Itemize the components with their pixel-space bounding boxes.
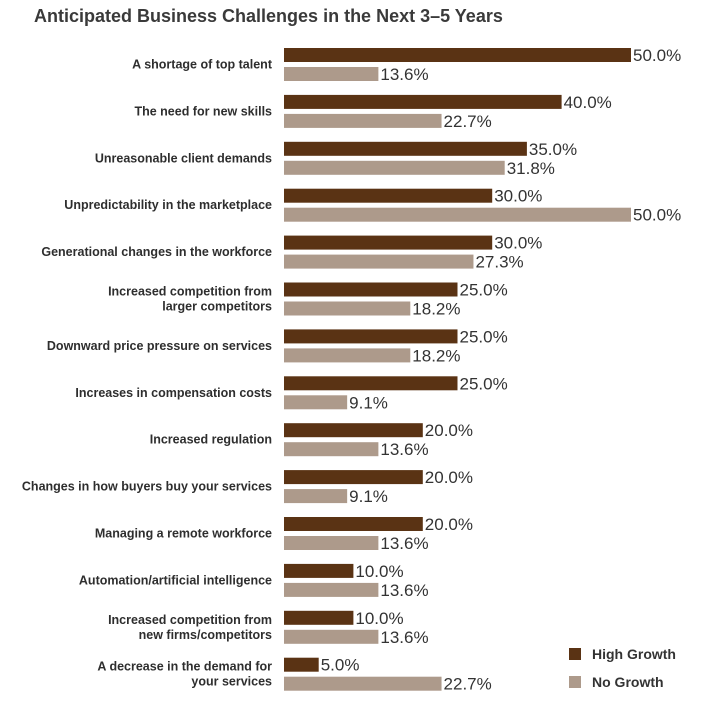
data-label: 50.0% [633,206,681,225]
data-label: 27.3% [475,253,523,272]
legend-label: No Growth [592,674,664,690]
bar-high-growth [284,376,458,391]
category-label: Increased regulation [150,433,272,447]
category-label: Unreasonable client demands [95,151,272,165]
legend-label: High Growth [592,646,676,662]
category-label-line: your services [191,675,272,689]
data-label: 10.0% [355,609,403,628]
bar-no-growth [284,629,379,644]
data-label: 18.2% [412,346,460,365]
category-label-line: Increases in compensation costs [75,386,272,400]
bar-high-growth [284,282,458,297]
bar-no-growth [284,676,442,691]
data-label: 20.0% [425,421,473,440]
bars-group: A shortage of top talent 50.0% 13.6% The ne… [22,46,681,694]
category-label: Increases in compensation costs [75,386,272,400]
data-label: 40.0% [564,93,612,112]
data-label: 31.8% [507,159,555,178]
bar-high-growth [284,563,354,578]
bar-no-growth [284,254,474,269]
category-label-line: Unpredictability in the marketplace [64,198,272,212]
category-label: Managing a remote workforce [95,527,272,541]
category-label-line: Increased competition from [108,613,272,627]
category-label-line: Generational changes in the workforce [41,245,272,259]
category-label-line: The need for new skills [134,104,272,118]
category-label-line: Changes in how buyers buy your services [22,480,272,494]
category-label-line: A shortage of top talent [132,58,273,72]
bar-high-growth [284,423,423,438]
bar-high-growth [284,94,562,109]
bar-no-growth [284,582,379,597]
data-label: 35.0% [529,140,577,159]
bar-no-growth [284,442,379,457]
category-label-line: new firms/competitors [139,628,272,642]
legend: High Growth No Growth [569,646,676,690]
bar-no-growth [284,489,348,504]
bar-high-growth [284,657,319,672]
data-label: 22.7% [444,112,492,131]
category-label-line: Automation/artificial intelligence [79,573,272,587]
data-label: 30.0% [494,234,542,253]
category-label-line: larger competitors [162,300,272,314]
bar-high-growth [284,48,631,62]
category-label-line: Increased regulation [150,433,272,447]
category-label-line: Downward price pressure on services [47,339,272,353]
data-label: 13.6% [380,534,428,553]
category-label: Downward price pressure on services [47,339,272,353]
bar-high-growth [284,141,527,156]
category-label-line: Managing a remote workforce [95,527,272,541]
category-label: Automation/artificial intelligence [79,573,272,587]
chart-title: Anticipated Business Challenges in the N… [34,6,503,26]
data-label: 5.0% [321,656,360,675]
category-label: A shortage of top talent [132,58,273,72]
category-label-line: Unreasonable client demands [95,151,272,165]
data-label: 13.6% [380,581,428,600]
category-label-line: Increased competition from [108,285,272,299]
data-label: 10.0% [355,562,403,581]
legend-swatch [569,648,581,660]
bar-high-growth [284,329,458,344]
bar-no-growth [284,207,631,222]
category-label: Changes in how buyers buy your services [22,480,272,494]
bar-no-growth [284,113,442,128]
category-label: Generational changes in the workforce [41,245,272,259]
data-label: 13.6% [380,65,428,84]
data-label: 20.0% [425,468,473,487]
data-label: 22.7% [444,675,492,694]
data-label: 9.1% [349,487,388,506]
category-label: The need for new skills [134,104,272,118]
bar-high-growth [284,235,493,250]
data-label: 50.0% [633,46,681,65]
bar-no-growth [284,67,379,81]
bar-high-growth [284,188,493,203]
data-label: 25.0% [460,374,508,393]
legend-swatch [569,676,581,688]
data-label: 13.6% [380,628,428,647]
data-label: 30.0% [494,187,542,206]
bar-no-growth [284,348,411,363]
data-label: 18.2% [412,300,460,319]
bar-no-growth [284,395,348,410]
bar-high-growth [284,610,354,625]
data-label: 20.0% [425,515,473,534]
bar-no-growth [284,301,411,316]
category-label-line: A decrease in the demand for [97,660,272,674]
data-label: 9.1% [349,393,388,412]
data-label: 13.6% [380,440,428,459]
data-label: 25.0% [460,281,508,300]
data-label: 25.0% [460,327,508,346]
bar-high-growth [284,517,423,531]
category-label: Unpredictability in the marketplace [64,198,272,212]
bar-high-growth [284,470,423,485]
bar-no-growth [284,160,505,175]
bar-no-growth [284,536,379,550]
